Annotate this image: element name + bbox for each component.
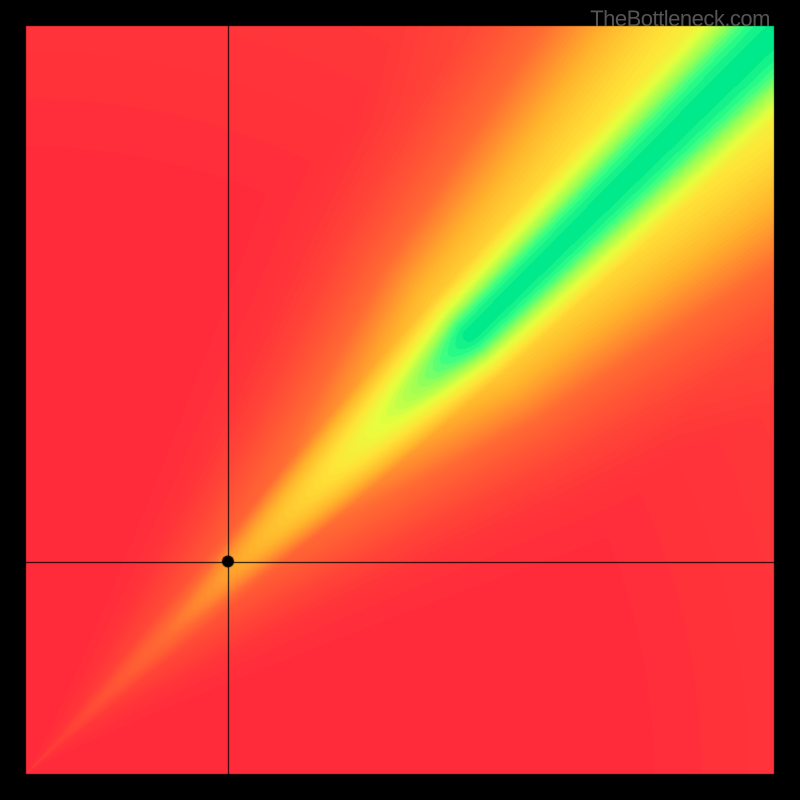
- watermark-text: TheBottleneck.com: [590, 6, 770, 32]
- bottleneck-heatmap: [0, 0, 800, 800]
